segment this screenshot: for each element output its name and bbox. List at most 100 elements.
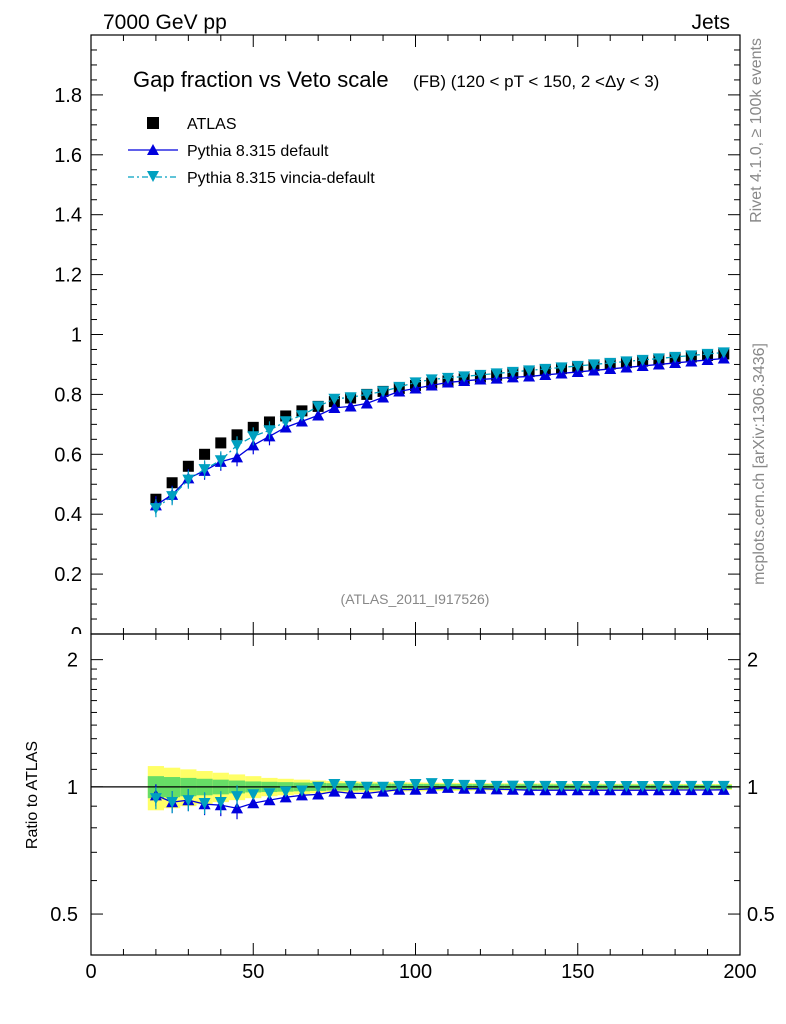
energy-label: 7000 GeV pp [103, 11, 227, 34]
main-point-2 [669, 351, 682, 363]
ratio-point-1 [587, 781, 600, 793]
xtick-label: 200 [723, 961, 756, 983]
legend-label-pythia-default: Pythia 8.315 default [187, 143, 329, 160]
ratio-point-1 [685, 780, 698, 792]
ratio-point-1 [312, 781, 325, 793]
main-point-2 [604, 357, 617, 369]
legend-entry-pythia-default: Pythia 8.315 default [128, 143, 329, 160]
main-point-2 [182, 474, 195, 486]
legend-label-pythia-vincia: Pythia 8.315 vincia-default [187, 170, 375, 187]
ratio-point-0 [312, 788, 325, 800]
main-point-2 [652, 353, 665, 365]
ratio-point-1 [604, 781, 617, 793]
ratio-point-1 [295, 785, 308, 797]
xtick-label: 50 [242, 961, 264, 983]
ratio-point-1 [717, 780, 730, 792]
legend-marker-pythia-default [147, 144, 159, 155]
ratio-ytick-label-right: 2 [747, 650, 758, 672]
ratio-series [149, 778, 730, 820]
ratio-plot-frame [90, 633, 741, 956]
main-ytick-label-zero: 0 [71, 624, 82, 646]
ratio-point-0 [231, 802, 244, 814]
ratio-point-1 [279, 786, 292, 798]
main-point-2 [279, 416, 292, 428]
xtick-label: 0 [85, 961, 96, 983]
ratio-point-1 [571, 781, 584, 793]
ratio-point-1 [523, 780, 536, 792]
ratio-point-1 [425, 778, 438, 790]
main-point-2 [409, 377, 422, 389]
main-point-atlas [166, 477, 178, 489]
ratio-point-1 [555, 781, 568, 793]
main-point-atlas [215, 437, 227, 449]
chart-subtitle: (FB) (120 < pT < 150, 2 <Δy < 3) [413, 72, 659, 91]
ratio-point-0 [344, 787, 357, 799]
ratio-point-0 [360, 787, 373, 799]
main-point-2 [620, 356, 633, 368]
legend-entry-pythia-vincia: Pythia 8.315 vincia-default [128, 170, 375, 187]
main-ytick-label: 0.2 [54, 564, 82, 586]
main-point-2 [295, 410, 308, 422]
ratio-point-1 [247, 789, 260, 801]
ratio-ytick-label-left: 1 [67, 777, 78, 799]
main-point-2 [717, 347, 730, 359]
ratio-point-1 [490, 780, 503, 792]
main-panel: 0.2 0.4 0.6 0.8 1 1.2 1.4 1.6 1.8 0 Gap fraction … [54, 34, 741, 646]
main-point-2 [425, 374, 438, 386]
ratio-ytick-label-left: 2 [67, 650, 78, 672]
main-point-2 [214, 455, 227, 467]
main-point-2 [571, 360, 584, 372]
ratio-point-1 [652, 781, 665, 793]
rivet-label: Rivet 4.1.0, ≥ 100k events [748, 38, 765, 223]
main-point-1 [231, 451, 244, 463]
main-point-2 [506, 366, 519, 378]
ratio-point-1 [409, 779, 422, 791]
main-point-2 [458, 371, 471, 383]
ratio-point-0 [247, 797, 260, 809]
ratio-point-1 [474, 779, 487, 792]
ratio-point-1 [149, 793, 162, 805]
ratio-point-1 [328, 779, 341, 791]
ratio-point-1 [506, 780, 519, 792]
ratio-point-1 [182, 795, 195, 807]
ratio-point-0 [328, 785, 341, 797]
ratio-point-1 [231, 791, 244, 803]
main-ytick-label: 1 [71, 325, 82, 347]
main-point-2 [474, 369, 487, 381]
main-point-2 [198, 464, 211, 476]
main-point-2 [247, 431, 260, 443]
main-point-2 [701, 348, 714, 360]
main-point-2 [231, 440, 244, 452]
main-point-1 [328, 401, 341, 413]
legend-marker-pythia-vincia [147, 171, 159, 182]
main-point-1 [312, 409, 325, 421]
main-point-2 [360, 389, 373, 401]
ratio-point-1 [263, 788, 276, 800]
ratio-point-1 [669, 780, 682, 792]
main-point-atlas [231, 429, 243, 441]
ratio-point-1 [539, 780, 552, 792]
main-point-1 [344, 400, 357, 412]
legend-entry-atlas: ATLAS [147, 116, 237, 133]
main-point-atlas [199, 448, 211, 460]
main-ytick-label: 0.6 [54, 444, 82, 466]
ratio-point-0 [263, 794, 276, 806]
main-point-atlas [280, 410, 292, 422]
ratio-point-1 [636, 781, 649, 793]
main-point-2 [263, 425, 276, 437]
main-ytick-label: 0.4 [54, 504, 82, 526]
main-series [149, 347, 730, 518]
ratio-point-1 [393, 780, 406, 792]
ratio-point-1 [701, 780, 714, 792]
main-point-2 [555, 362, 568, 374]
ratio-point-1 [214, 797, 227, 809]
ratio-ytick-label-left: 0.5 [50, 904, 78, 926]
main-point-2 [685, 350, 698, 362]
main-point-2 [523, 365, 536, 377]
main-point-2 [393, 381, 406, 393]
main-point-1 [360, 397, 373, 409]
main-point-2 [539, 363, 552, 375]
legend-marker-atlas [147, 117, 159, 129]
main-ytick-label: 1.4 [54, 205, 82, 227]
main-axis-ticks: 0.2 0.4 0.6 0.8 1 1.2 1.4 1.6 1.8 0 [54, 35, 740, 646]
